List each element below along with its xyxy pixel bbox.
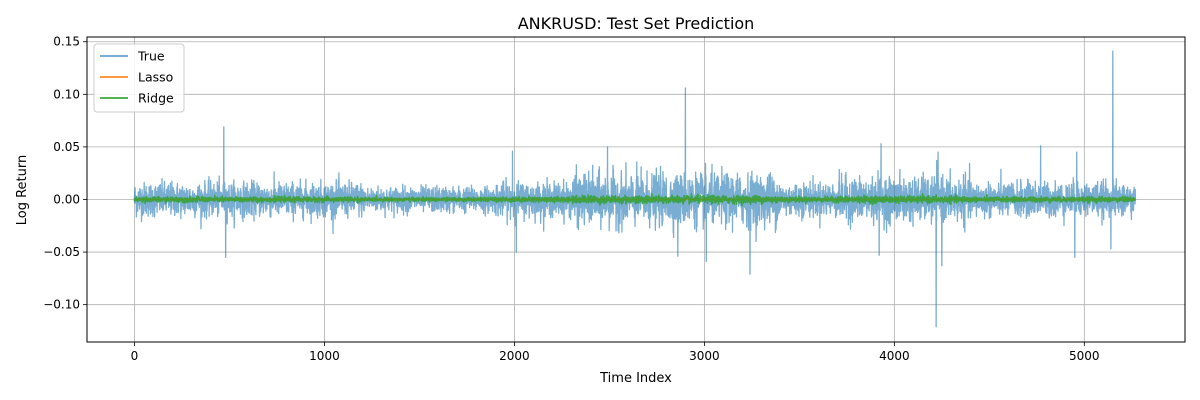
chart-title: ANKRUSD: Test Set Prediction [518, 14, 755, 33]
y-tick-label: 0.15 [53, 35, 80, 49]
x-tick-label: 2000 [499, 349, 530, 363]
x-tick-label: 5000 [1069, 349, 1100, 363]
y-axis-ticks: −0.10 −0.05 0.00 0.05 0.10 0.15 [43, 35, 87, 312]
legend-label: Lasso [138, 70, 173, 85]
legend-label: True [137, 49, 165, 64]
plot-frame [86, 36, 1186, 343]
x-tick-label: 1000 [309, 349, 340, 363]
y-axis-label: Log Return [15, 155, 30, 226]
y-tick-label: 0.00 [53, 192, 80, 206]
series-line-ridge [133, 192, 1137, 207]
legend-label: Ridge [138, 91, 174, 106]
x-axis-ticks: 0 1000 2000 3000 4000 5000 [131, 342, 1100, 363]
x-tick-label: 0 [131, 349, 139, 363]
series-line-true [133, 50, 1137, 328]
y-tick-label: −0.05 [43, 245, 80, 259]
x-tick-label: 3000 [689, 349, 720, 363]
x-axis-label: Time Index [599, 371, 672, 386]
legend-box [93, 43, 185, 113]
plot-series [133, 50, 1137, 328]
legend: True Lasso Ridge [93, 43, 185, 113]
x-tick-label: 4000 [879, 349, 910, 363]
y-tick-label: −0.10 [43, 298, 80, 312]
y-tick-label: 0.05 [53, 140, 80, 154]
y-tick-label: 0.10 [53, 87, 80, 101]
